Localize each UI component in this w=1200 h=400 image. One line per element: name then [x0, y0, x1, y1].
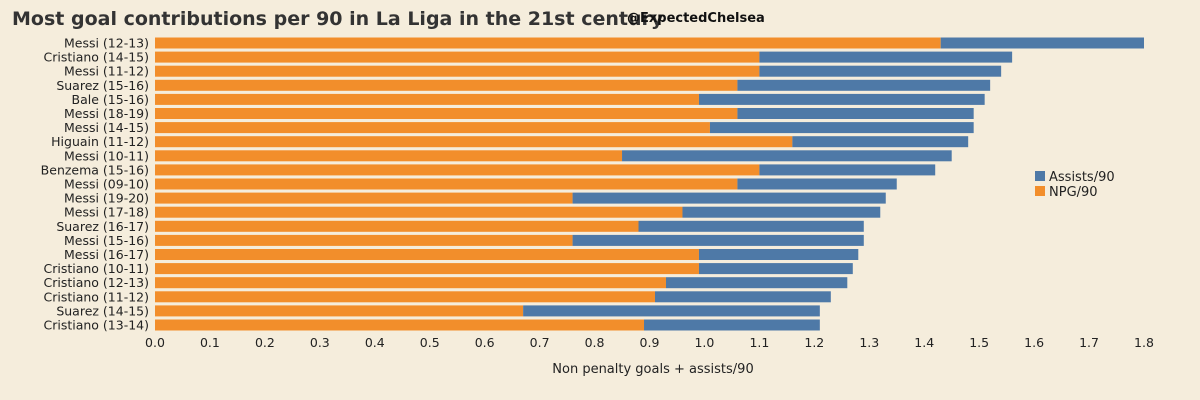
category-label-2: Messi (11-12): [64, 64, 149, 79]
bar-npg-90-12: [155, 206, 683, 218]
category-label-16: Cristiano (10-11): [43, 261, 149, 276]
bar-npg-90-8: [155, 150, 623, 162]
bar-npg-90-11: [155, 192, 573, 204]
bar-npg-90-20: [155, 319, 645, 331]
bar-npg-90-3: [155, 79, 738, 91]
bar-assists-90-19: [523, 305, 820, 317]
bar-assists-90-4: [698, 93, 985, 105]
category-label-4: Bale (15-16): [72, 92, 149, 107]
bar-assists-90-7: [792, 136, 969, 148]
x-tick-label-5: 0.5: [420, 335, 440, 350]
bar-npg-90-15: [155, 249, 699, 260]
bar-npg-90-6: [155, 122, 710, 134]
bar-assists-90-15: [698, 249, 859, 260]
bar-npg-90-2: [155, 65, 760, 77]
bar-assists-90-9: [759, 164, 936, 176]
x-tick-label-9: 0.9: [640, 335, 660, 350]
category-label-17: Cristiano (12-13): [43, 275, 149, 290]
category-label-19: Suarez (14-15): [56, 303, 149, 318]
chart-title: Most goal contributions per 90 in La Lig…: [12, 8, 664, 30]
x-tick-label-6: 0.6: [475, 335, 495, 350]
bar-npg-90-7: [155, 136, 793, 148]
bar-npg-90-9: [155, 164, 760, 176]
bar-assists-90-16: [698, 263, 853, 275]
category-label-13: Suarez (16-17): [56, 219, 149, 234]
category-label-18: Cristiano (11-12): [43, 289, 149, 304]
category-label-20: Cristiano (13-14): [43, 318, 149, 333]
category-label-11: Messi (19-20): [64, 191, 149, 206]
category-label-1: Cristiano (14-15): [43, 50, 149, 65]
x-tick-label-11: 1.1: [749, 335, 769, 350]
x-tick-label-1: 0.1: [200, 335, 220, 350]
bar-assists-90-17: [665, 277, 848, 289]
x-tick-label-8: 0.8: [585, 335, 605, 350]
category-label-3: Suarez (15-16): [56, 78, 149, 93]
category-label-10: Messi (09-10): [64, 177, 149, 192]
bar-npg-90-16: [155, 263, 699, 275]
x-tick-label-18: 1.8: [1134, 335, 1154, 350]
x-tick-label-4: 0.4: [365, 335, 385, 350]
bar-assists-90-1: [759, 51, 1013, 63]
x-tick-label-12: 1.2: [804, 335, 824, 350]
x-axis-ticks: 0.0 0.1 0.2 0.3 0.4 0.5 0.6 0.7 0.8 0.9 1.0 1.1 1.2 1…: [145, 335, 1154, 350]
category-label-6: Messi (14-15): [64, 120, 149, 135]
legend-label-1: NPG/90: [1049, 185, 1098, 200]
bar-assists-90-13: [638, 220, 864, 232]
x-tick-label-3: 0.3: [310, 335, 330, 350]
category-label-12: Messi (17-18): [64, 205, 149, 220]
bar-npg-90-0: [155, 37, 941, 49]
bar-group: [155, 37, 1144, 331]
x-tick-label-14: 1.4: [914, 335, 934, 350]
bar-npg-90-5: [155, 108, 738, 119]
bar-assists-90-3: [737, 79, 991, 91]
x-axis-title: Non penalty goals + assists/90: [552, 362, 753, 377]
x-tick-label-15: 1.5: [969, 335, 989, 350]
x-tick-label-7: 0.7: [530, 335, 550, 350]
bar-npg-90-18: [155, 291, 655, 303]
bar-assists-90-18: [654, 291, 831, 303]
category-label-8: Messi (10-11): [64, 148, 149, 163]
author-handle: @ExpectedChelsea: [627, 11, 765, 26]
category-label-15: Messi (16-17): [64, 247, 149, 262]
bar-npg-90-10: [155, 178, 738, 190]
bar-assists-90-20: [644, 319, 820, 331]
bar-npg-90-4: [155, 93, 699, 105]
bar-npg-90-13: [155, 220, 639, 232]
category-label-14: Messi (15-16): [64, 233, 149, 248]
category-labels: Messi (12-13)Cristiano (14-15)Messi (11-…: [41, 36, 149, 333]
x-tick-label-17: 1.7: [1079, 335, 1099, 350]
bar-assists-90-8: [622, 150, 952, 162]
bar-npg-90-14: [155, 234, 573, 246]
legend-swatch-0: [1035, 171, 1045, 181]
bar-assists-90-5: [737, 108, 974, 119]
legend-label-0: Assists/90: [1049, 170, 1115, 185]
bar-assists-90-0: [940, 37, 1144, 49]
bar-assists-90-11: [572, 192, 886, 204]
bar-assists-90-12: [682, 206, 881, 218]
category-label-9: Benzema (15-16): [41, 162, 149, 177]
category-label-5: Messi (18-19): [64, 106, 149, 121]
bar-assists-90-6: [709, 122, 974, 134]
bar-npg-90-19: [155, 305, 524, 317]
legend-swatch-1: [1035, 186, 1045, 196]
x-tick-label-2: 0.2: [255, 335, 275, 350]
x-tick-label-16: 1.6: [1024, 335, 1044, 350]
x-tick-label-13: 1.3: [859, 335, 879, 350]
x-tick-label-0: 0.0: [145, 335, 165, 350]
bar-assists-90-10: [737, 178, 897, 190]
x-tick-label-10: 1.0: [694, 335, 714, 350]
bar-assists-90-14: [572, 234, 864, 246]
bar-assists-90-2: [759, 65, 1002, 77]
bar-npg-90-1: [155, 51, 760, 63]
category-label-0: Messi (12-13): [64, 36, 149, 51]
category-label-7: Higuain (11-12): [51, 134, 149, 149]
bar-npg-90-17: [155, 277, 666, 289]
